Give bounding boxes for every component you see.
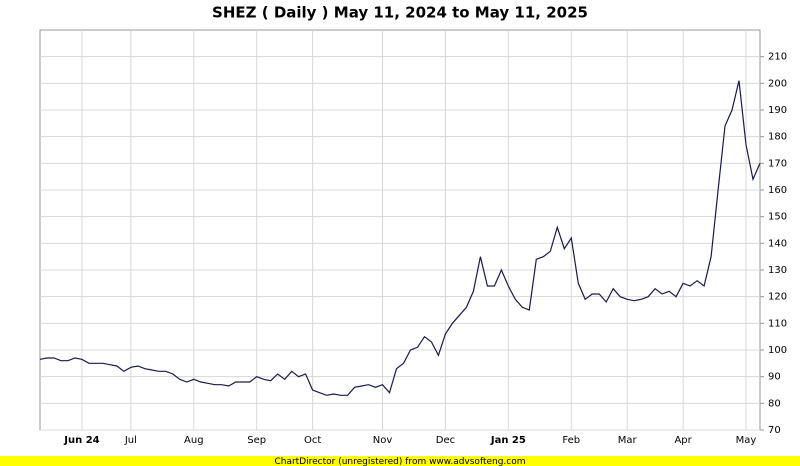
x-tick-label: Dec (436, 435, 455, 446)
y-tick-label: 120 (768, 292, 787, 303)
plot-area (39, 29, 761, 431)
x-tick-label: May (736, 435, 757, 446)
x-tick-label: Jan 25 (490, 435, 526, 446)
y-tick-label: 80 (768, 398, 781, 409)
y-tick-label: 210 (768, 52, 787, 63)
y-tick-label: 180 (768, 132, 787, 143)
price-line (39, 80, 761, 396)
x-tick-label: Sep (247, 435, 266, 446)
x-tick-label: Jun 24 (63, 435, 99, 446)
y-tick-label: 150 (768, 212, 787, 223)
x-tick-label: Feb (562, 435, 580, 446)
y-tick-label: 130 (768, 265, 787, 276)
x-tick-label: Mar (618, 435, 638, 446)
chart-title: SHEZ ( Daily ) May 11, 2024 to May 11, 2… (212, 4, 588, 22)
x-tick-label: Apr (674, 435, 692, 446)
y-tick-label: 190 (768, 105, 787, 116)
footer: ChartDirector (unregistered) from www.ad… (274, 457, 525, 466)
y-tick-label: 100 (768, 345, 787, 356)
y-tick-label: 70 (768, 425, 781, 436)
y-tick-label: 160 (768, 185, 787, 196)
x-tick-label: Aug (184, 435, 204, 446)
x-tick-label: Nov (373, 435, 393, 446)
y-tick-label: 170 (768, 158, 787, 169)
y-tick-label: 90 (768, 372, 781, 383)
x-tick-label: Oct (304, 435, 321, 446)
y-tick-label: 110 (768, 318, 787, 329)
x-tick-label: Jul (124, 435, 137, 446)
footer-bar (0, 456, 800, 466)
y-tick-label: 140 (768, 238, 787, 249)
y-tick-label: 200 (768, 78, 787, 89)
